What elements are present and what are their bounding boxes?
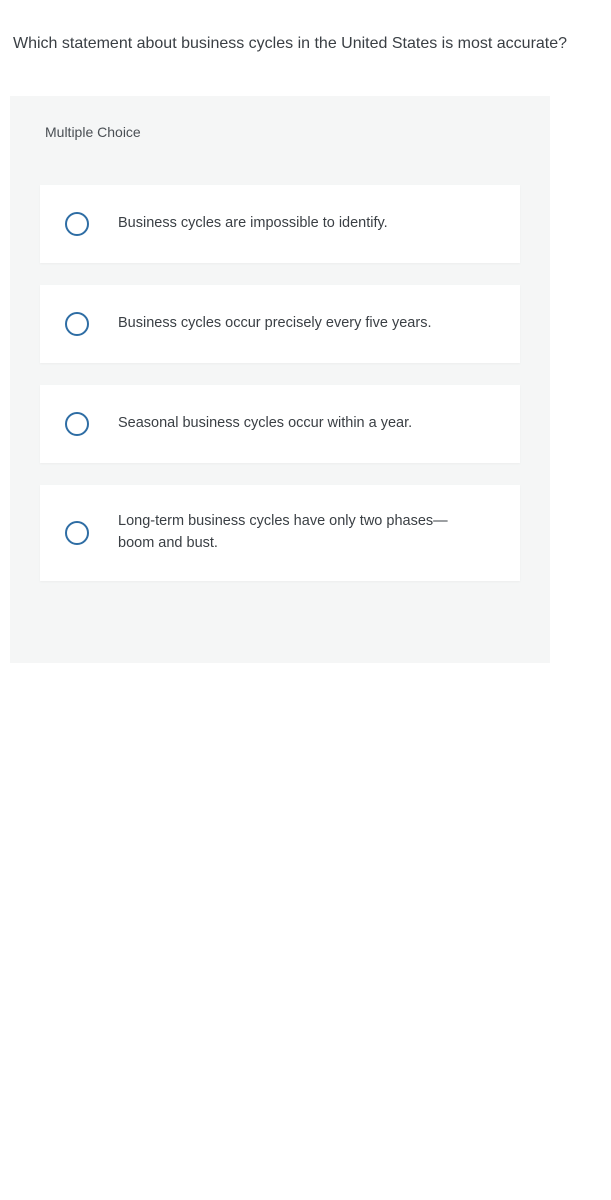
option-label: Long-term business cycles have only two … — [118, 511, 448, 555]
option-card[interactable]: Business cycles are impossible to identi… — [40, 185, 520, 263]
option-card[interactable]: Business cycles occur precisely every fi… — [40, 285, 520, 363]
radio-icon[interactable] — [64, 411, 90, 437]
option-label: Business cycles occur precisely every fi… — [118, 313, 431, 335]
radio-icon[interactable] — [64, 311, 90, 337]
option-label: Seasonal business cycles occur within a … — [118, 413, 412, 435]
multiple-choice-panel: Multiple Choice Business cycles are impo… — [10, 96, 550, 663]
quiz-page: Which statement about business cycles in… — [0, 0, 611, 663]
option-label: Business cycles are impossible to identi… — [118, 213, 388, 235]
radio-icon[interactable] — [64, 211, 90, 237]
option-card[interactable]: Seasonal business cycles occur within a … — [40, 385, 520, 463]
option-card[interactable]: Long-term business cycles have only two … — [40, 485, 520, 581]
question-prompt: Which statement about business cycles in… — [10, 32, 601, 56]
mc-heading: Multiple Choice — [45, 124, 520, 140]
radio-icon[interactable] — [64, 520, 90, 546]
